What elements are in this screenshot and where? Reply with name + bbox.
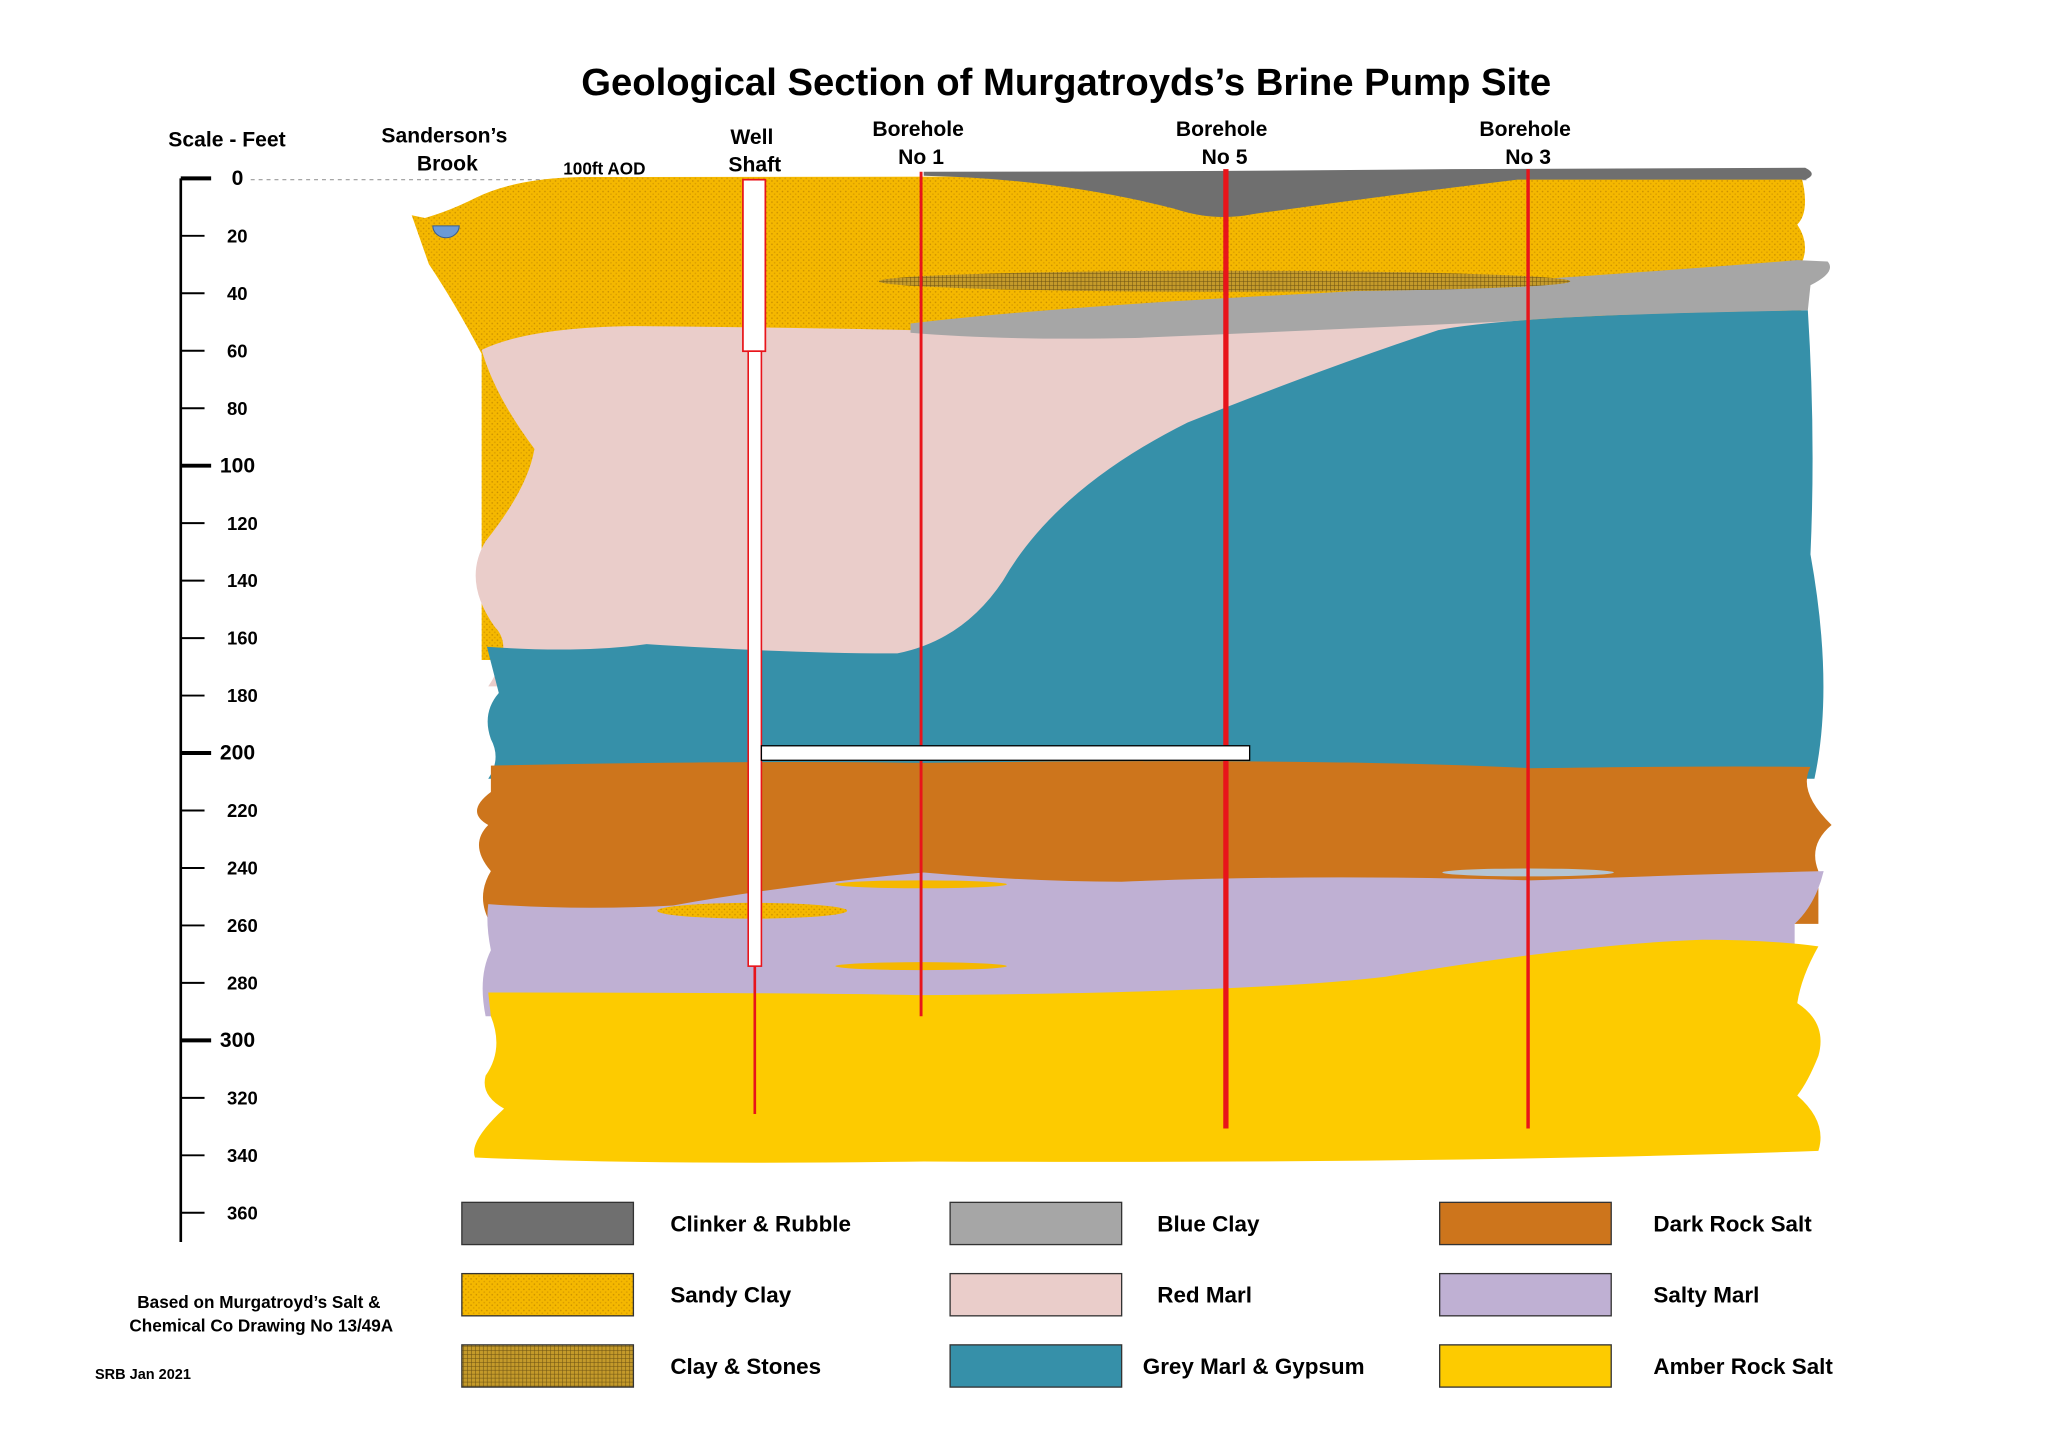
svg-text:Borehole No 5: Borehole No 5 <box>1176 118 1273 169</box>
borehole-5-label: Borehole <box>1176 118 1268 141</box>
borehole-3-label-2: No 3 <box>1505 146 1551 169</box>
horizontal-gallery <box>760 745 1251 761</box>
legend-label: Blue Clay <box>1157 1211 1260 1236</box>
scale-tick-label: 340 <box>227 1145 258 1166</box>
diagram-title: Geological Section of Murgatroyds’s Brin… <box>581 61 1551 104</box>
scale-tick-label: 320 <box>227 1087 258 1108</box>
legend-label: Clinker & Rubble <box>670 1211 851 1236</box>
borehole-1-label: Borehole <box>872 118 964 141</box>
scale-tick-label: 120 <box>227 513 258 534</box>
svg-text:Sanderson’s Brook: Sanderson’s Brook <box>381 125 513 176</box>
credit: SRB Jan 2021 <box>95 1367 191 1383</box>
legend-swatch <box>949 1272 1123 1317</box>
legend-swatch <box>461 1272 635 1317</box>
borehole-1-label-2: No 1 <box>898 146 944 169</box>
well-shaft-label: Well <box>730 126 773 149</box>
svg-text:Borehole No 1: Borehole No 1 <box>872 118 969 169</box>
legend-swatch <box>461 1344 635 1388</box>
legend-label: Grey Marl & Gypsum <box>1143 1354 1365 1379</box>
scale-tick-label: 80 <box>227 398 248 419</box>
layer-amber-rock-salt <box>474 939 1821 1163</box>
scale-tick-label: 0 <box>232 167 244 190</box>
legend-label: Amber Rock Salt <box>1653 1354 1833 1379</box>
legend-label: Sandy Clay <box>670 1283 791 1308</box>
legend-swatch <box>1439 1344 1612 1388</box>
legend-swatch <box>1439 1201 1612 1246</box>
legend-swatch <box>949 1344 1123 1388</box>
scale-tick-label: 140 <box>227 570 258 591</box>
scale-label: Scale - Feet <box>168 129 285 152</box>
legend-label: Dark Rock Salt <box>1653 1211 1812 1236</box>
scale-tick-label: 200 <box>220 742 255 765</box>
brook-label: Sanderson’s <box>381 125 507 148</box>
legend-swatch <box>1439 1272 1612 1317</box>
svg-text:Well Shaft: Well Shaft <box>728 126 781 177</box>
well-shaft-upper <box>742 178 767 353</box>
scale-tick-label: 160 <box>227 628 258 649</box>
scale-tick-label: 280 <box>227 973 258 994</box>
layer-clinker-rubble <box>923 167 1812 217</box>
source-note-2: Chemical Co Drawing No 13/49A <box>129 1316 393 1336</box>
legend-label: Red Marl <box>1157 1283 1252 1308</box>
brook-label-2: Brook <box>417 152 478 175</box>
legend-swatch <box>949 1201 1123 1246</box>
legend-label: Clay & Stones <box>670 1354 821 1379</box>
layer-blue-clay <box>910 260 1831 339</box>
scale-tick-label: 60 <box>227 340 248 361</box>
well-shaft-label-2: Shaft <box>728 154 781 177</box>
scale-tick-label: 40 <box>227 283 248 304</box>
depth-scale: Scale - Feet 0 20 40 60 80 100 120 140 160 180 200… <box>168 129 286 1242</box>
scale-tick-label: 240 <box>227 858 258 879</box>
svg-text:Based on Murgatroyd’s Salt &: Based on Murgatroyd’s Salt & Chemical Co… <box>129 1292 393 1336</box>
well-shaft-lower <box>747 350 763 967</box>
scale-tick-label: 300 <box>220 1029 255 1052</box>
legend-swatch <box>461 1201 635 1246</box>
source-note: Based on Murgatroyd’s Salt & <box>137 1292 380 1312</box>
scale-tick-label: 100 <box>220 454 255 477</box>
layer-grey-marl-gypsum <box>486 310 1824 779</box>
legend-label: Salty Marl <box>1653 1283 1759 1308</box>
borehole-3-label: Borehole <box>1479 118 1571 141</box>
svg-text:Borehole No 3: Borehole No 3 <box>1479 118 1576 169</box>
brook-water <box>432 225 460 239</box>
scale-tick-label: 20 <box>227 225 248 246</box>
borehole-5-label-2: No 5 <box>1202 146 1248 169</box>
scale-tick-label: 260 <box>227 915 258 936</box>
aod-label: 100ft AOD <box>563 158 645 178</box>
legend: Clinker & Rubble Sandy Clay Clay & Stones B… <box>461 1201 1833 1388</box>
scale-tick-label: 180 <box>227 685 258 706</box>
scale-tick-label: 220 <box>227 800 258 821</box>
scale-tick-label: 360 <box>227 1202 258 1223</box>
